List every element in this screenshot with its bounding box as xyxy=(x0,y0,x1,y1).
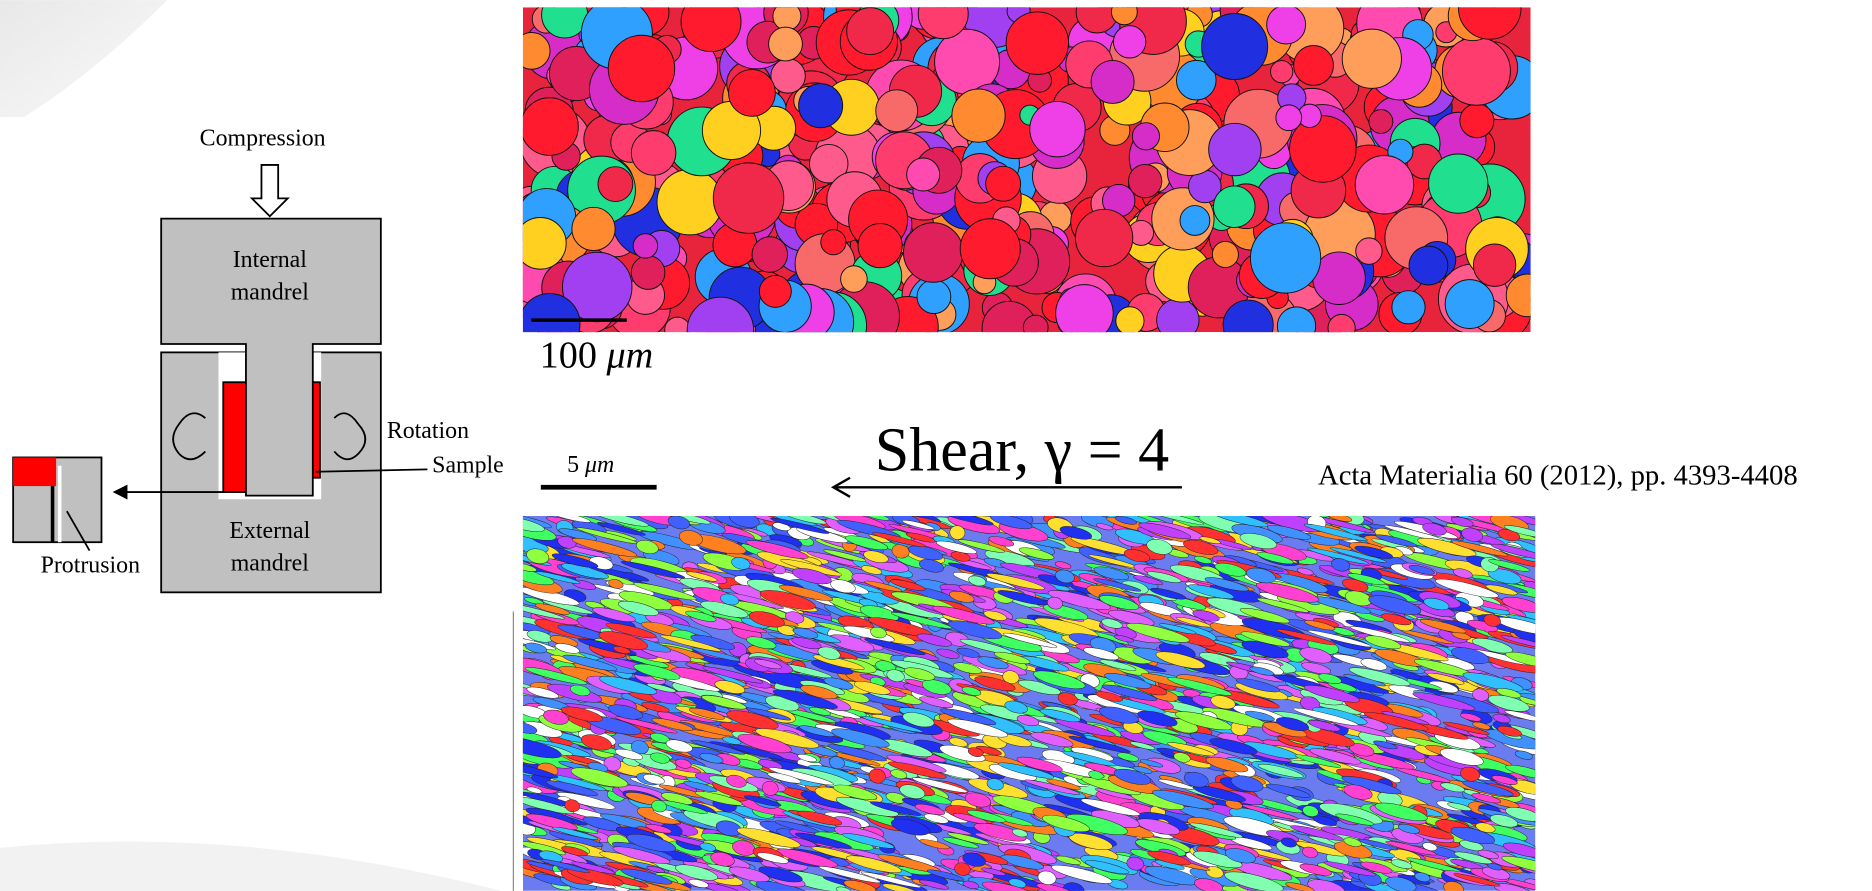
scale-unit: μm xyxy=(605,334,653,376)
grain xyxy=(1429,154,1488,213)
grain xyxy=(1392,291,1425,324)
grain xyxy=(1294,45,1334,85)
grain xyxy=(917,280,951,314)
grain xyxy=(1111,0,1137,25)
background-swoosh xyxy=(0,842,501,891)
grain xyxy=(986,166,1021,201)
grain xyxy=(521,98,579,156)
grain xyxy=(1113,26,1145,58)
grain xyxy=(1091,60,1134,103)
grain xyxy=(1473,244,1515,286)
grain xyxy=(1202,13,1268,79)
grain xyxy=(1445,280,1494,329)
grain xyxy=(1006,12,1068,74)
grain xyxy=(1023,315,1048,340)
grain xyxy=(858,224,902,268)
grain xyxy=(515,217,567,269)
grain xyxy=(1180,206,1210,236)
grain xyxy=(608,35,674,101)
label: mandrel xyxy=(231,550,310,576)
grain xyxy=(847,8,894,55)
grain xyxy=(952,89,1005,142)
grain xyxy=(631,131,676,176)
shear-label: Shear, γ = 4 xyxy=(875,416,1169,484)
micrograph-equiaxed xyxy=(502,0,1550,364)
grain xyxy=(1342,29,1401,88)
grain xyxy=(907,158,940,191)
scale-number: 5 xyxy=(567,452,579,478)
grain xyxy=(1355,156,1413,214)
scale-number: 100 xyxy=(540,334,597,376)
label: Internal xyxy=(233,247,308,273)
grain xyxy=(572,207,615,250)
micrograph-sheared xyxy=(496,503,1563,891)
label: Protrusion xyxy=(41,553,140,579)
label: Sample xyxy=(432,452,504,478)
grain xyxy=(752,237,788,273)
grain xyxy=(1267,5,1306,44)
grain xyxy=(1116,307,1144,335)
grain xyxy=(841,266,868,293)
grain xyxy=(729,70,776,117)
grain xyxy=(1075,209,1132,266)
grain xyxy=(1030,101,1085,156)
grain xyxy=(1277,307,1315,345)
grain xyxy=(1271,61,1293,83)
label: Rotation xyxy=(387,418,469,444)
grain xyxy=(1442,37,1510,105)
grain xyxy=(1132,123,1159,150)
grain xyxy=(665,317,690,342)
arrowhead xyxy=(115,486,127,498)
grain xyxy=(799,84,843,128)
grain xyxy=(687,297,753,363)
grain xyxy=(1276,105,1302,131)
grain xyxy=(657,169,723,235)
label: Compression xyxy=(200,125,326,151)
grain xyxy=(769,27,803,61)
grain xyxy=(903,223,962,282)
grain xyxy=(1328,314,1355,341)
compression-arrow xyxy=(252,165,288,216)
grain xyxy=(821,230,846,255)
grain xyxy=(1209,123,1261,175)
grain xyxy=(876,90,918,132)
grain xyxy=(773,2,801,30)
grain xyxy=(960,219,1020,279)
scale-unit: μm xyxy=(584,452,614,478)
grain xyxy=(1223,300,1273,350)
grain xyxy=(631,256,665,290)
grain xyxy=(633,234,657,258)
grain xyxy=(1212,241,1238,267)
scale-label: 5 μm xyxy=(567,452,614,478)
label: External xyxy=(229,518,310,544)
mandrel-diagram xyxy=(13,165,427,592)
grain xyxy=(1409,246,1448,285)
label: mandrel xyxy=(231,279,310,305)
grain xyxy=(1356,238,1382,264)
grain xyxy=(1460,104,1494,138)
grain xyxy=(1250,223,1320,293)
grain xyxy=(1506,274,1549,317)
grain xyxy=(1056,285,1114,343)
grain xyxy=(598,167,633,202)
grain xyxy=(1157,299,1199,341)
citation: Acta Materialia 60 (2012), pp. 4393-4408 xyxy=(1318,459,1798,491)
grain xyxy=(513,33,550,70)
grain xyxy=(759,275,791,307)
scale-label: 100 μm xyxy=(540,334,654,376)
inset-sample xyxy=(13,457,56,486)
background-swoosh xyxy=(0,0,167,117)
grain xyxy=(1128,164,1161,197)
grain xyxy=(1213,186,1255,228)
grain xyxy=(771,59,805,93)
sample-left xyxy=(223,382,246,492)
grain xyxy=(713,163,783,233)
grain xyxy=(1369,110,1393,134)
